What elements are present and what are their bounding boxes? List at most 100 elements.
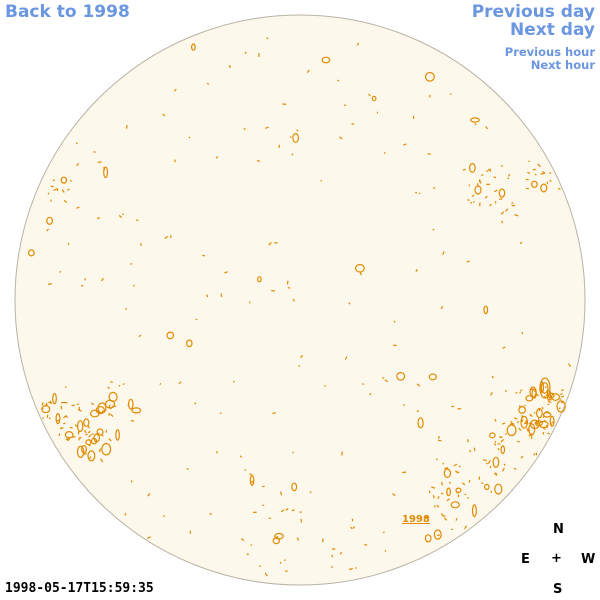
contour-mark: [285, 508, 289, 511]
contour-mark: [515, 391, 518, 394]
contour-mark: [500, 438, 505, 443]
contour-mark: [549, 171, 552, 175]
contour-mark: [244, 468, 247, 471]
contour-mark: [492, 456, 500, 468]
contour-mark: [506, 424, 517, 437]
contour-mark: [491, 375, 494, 379]
contour-mark: [124, 513, 127, 516]
contour-mark: [190, 43, 196, 51]
contour-mark: [471, 194, 475, 198]
contour-mark: [518, 427, 522, 432]
next-day-link[interactable]: Next day: [510, 20, 595, 40]
contour-mark: [91, 432, 94, 435]
contour-mark: [531, 180, 538, 188]
contour-mark: [72, 435, 76, 439]
contour-mark: [507, 173, 511, 177]
contour-mark: [139, 243, 143, 246]
contour-mark: [101, 442, 112, 456]
contour-mark: [127, 402, 130, 407]
contour-mark: [446, 487, 452, 497]
contour-mark: [351, 123, 355, 125]
contour-mark: [291, 153, 294, 156]
contour-mark: [341, 451, 343, 456]
contour-mark: [462, 168, 466, 171]
contour-mark: [431, 486, 436, 489]
previous-day-link[interactable]: Previous day: [471, 2, 595, 22]
contour-mark: [560, 395, 565, 398]
contour-mark: [292, 132, 300, 143]
observation-timestamp: 1998-05-17T15:59:35: [5, 581, 154, 596]
contour-mark: [88, 434, 92, 438]
contour-mark: [138, 334, 142, 338]
contour-mark: [443, 517, 448, 521]
contour-mark: [457, 494, 460, 498]
contour-mark: [110, 413, 114, 418]
contour-mark: [483, 483, 490, 490]
contour-mark: [550, 421, 552, 426]
contour-mark: [428, 490, 431, 494]
contour-mark: [122, 383, 125, 386]
contour-mark: [435, 458, 438, 461]
contour-mark: [248, 301, 251, 304]
contour-mark: [425, 516, 430, 519]
contour-mark: [458, 465, 461, 468]
contour-mark: [131, 407, 142, 414]
compass-south: S: [553, 582, 563, 597]
contour-mark: [348, 302, 351, 305]
contour-mark: [202, 254, 206, 257]
contour-mark: [147, 492, 151, 497]
contour-mark: [482, 459, 487, 462]
compass-center: +: [551, 551, 562, 566]
contour-mark: [356, 42, 360, 46]
contour-mark: [440, 492, 444, 495]
contour-mark: [529, 419, 540, 430]
contour-mark: [84, 429, 87, 434]
contour-mark: [108, 391, 118, 402]
contour-mark: [278, 144, 281, 149]
contour-mark: [498, 188, 506, 198]
back-to-year-link[interactable]: Back to 1998: [5, 2, 130, 22]
contour-mark: [501, 422, 506, 425]
contour-mark: [206, 82, 210, 85]
previous-hour-link[interactable]: Previous hour: [504, 45, 595, 59]
contour-mark: [474, 123, 477, 126]
contour-mark: [416, 410, 420, 413]
contour-mark: [547, 400, 552, 404]
contour-mark: [280, 509, 285, 513]
contour-mark: [493, 189, 498, 193]
contour-mark: [432, 494, 435, 499]
year-link[interactable]: 1998: [402, 514, 430, 525]
contour-mark: [510, 422, 515, 425]
contour-mark: [551, 421, 555, 424]
contour-mark: [186, 468, 189, 470]
contour-mark: [494, 418, 497, 422]
contour-mark: [300, 354, 304, 359]
next-hour-link[interactable]: Next hour: [530, 58, 595, 72]
contour-mark: [528, 160, 531, 163]
contour-mark: [228, 64, 231, 69]
contour-mark: [520, 405, 523, 408]
contour-mark: [559, 398, 562, 400]
contour-mark: [468, 479, 471, 483]
contour-mark: [504, 389, 507, 393]
contour-mark: [527, 171, 531, 174]
contour-mark: [76, 445, 85, 458]
contour-mark: [416, 383, 421, 387]
contour-mark: [540, 382, 549, 394]
contour-mark: [215, 155, 219, 159]
contour-mark: [530, 435, 533, 440]
contour-mark: [296, 537, 300, 542]
contour-mark: [383, 151, 386, 154]
contour-mark: [162, 113, 166, 117]
contour-mark: [472, 200, 475, 203]
contour-mark: [494, 483, 503, 495]
contour-mark: [516, 440, 520, 443]
contour-mark: [64, 430, 74, 439]
contour-mark: [560, 392, 563, 396]
contour-mark: [558, 407, 561, 410]
contour-mark: [494, 472, 498, 476]
contour-mark: [536, 408, 543, 419]
contour-mark: [147, 536, 151, 539]
contour-mark: [331, 554, 334, 558]
contour-mark: [84, 278, 87, 281]
